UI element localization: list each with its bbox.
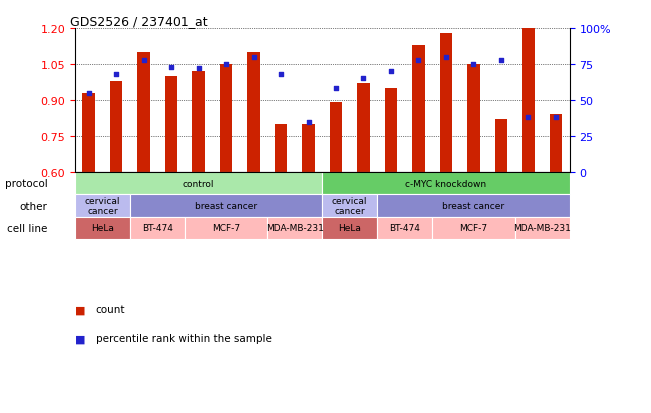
Point xyxy=(83,90,94,97)
Point xyxy=(221,62,231,68)
Point xyxy=(248,55,258,61)
Bar xyxy=(377,195,570,217)
Point xyxy=(303,119,314,126)
Point xyxy=(331,86,341,93)
Point xyxy=(468,62,478,68)
Point xyxy=(551,115,561,121)
Point xyxy=(386,69,396,75)
Bar xyxy=(522,29,534,173)
Text: HeLa: HeLa xyxy=(91,224,114,233)
Bar xyxy=(467,65,480,173)
Bar xyxy=(75,217,130,240)
Bar xyxy=(220,65,232,173)
Bar xyxy=(515,217,570,240)
Text: control: control xyxy=(183,179,214,188)
Text: BT-474: BT-474 xyxy=(142,224,173,233)
Bar xyxy=(322,173,570,195)
Point xyxy=(495,57,506,64)
Point xyxy=(413,57,424,64)
Bar xyxy=(322,217,377,240)
Point xyxy=(441,55,451,61)
Point xyxy=(193,66,204,72)
Point xyxy=(166,64,176,71)
Point xyxy=(358,76,368,83)
Point xyxy=(276,71,286,78)
Text: MCF-7: MCF-7 xyxy=(212,224,240,233)
Bar xyxy=(302,125,314,173)
Point xyxy=(139,57,149,64)
Text: protocol: protocol xyxy=(5,179,48,189)
Text: MDA-MB-231: MDA-MB-231 xyxy=(266,224,324,233)
Bar xyxy=(357,84,370,173)
Bar xyxy=(83,93,95,173)
Text: cell line: cell line xyxy=(7,223,48,233)
Bar xyxy=(322,195,377,217)
Text: BT-474: BT-474 xyxy=(389,224,420,233)
Bar xyxy=(193,72,204,173)
Point xyxy=(111,71,121,78)
Bar xyxy=(385,89,397,173)
Text: ■: ■ xyxy=(75,305,85,315)
Text: MCF-7: MCF-7 xyxy=(460,224,488,233)
Text: cervical
cancer: cervical cancer xyxy=(85,196,120,216)
Bar xyxy=(75,195,130,217)
Bar xyxy=(165,77,177,173)
Point xyxy=(523,115,534,121)
Bar xyxy=(247,53,260,173)
Bar xyxy=(137,53,150,173)
Bar xyxy=(110,81,122,173)
Text: ■: ■ xyxy=(75,334,85,344)
Bar xyxy=(75,173,322,195)
Text: MDA-MB-231: MDA-MB-231 xyxy=(513,224,571,233)
Text: GDS2526 / 237401_at: GDS2526 / 237401_at xyxy=(70,15,208,28)
Text: HeLa: HeLa xyxy=(339,224,361,233)
Bar xyxy=(275,125,287,173)
Bar xyxy=(412,46,424,173)
Bar xyxy=(549,115,562,173)
Bar xyxy=(432,217,515,240)
Text: breast cancer: breast cancer xyxy=(443,202,505,211)
Bar xyxy=(440,34,452,173)
Text: other: other xyxy=(20,201,48,211)
Text: breast cancer: breast cancer xyxy=(195,202,257,211)
Bar xyxy=(185,217,268,240)
Bar xyxy=(377,217,432,240)
Bar xyxy=(495,120,507,173)
Bar xyxy=(268,217,322,240)
Bar xyxy=(130,195,322,217)
Bar xyxy=(130,217,185,240)
Text: cervical
cancer: cervical cancer xyxy=(332,196,367,216)
Text: c-MYC knockdown: c-MYC knockdown xyxy=(406,179,486,188)
Text: count: count xyxy=(96,305,125,315)
Text: percentile rank within the sample: percentile rank within the sample xyxy=(96,334,271,344)
Bar xyxy=(330,103,342,173)
